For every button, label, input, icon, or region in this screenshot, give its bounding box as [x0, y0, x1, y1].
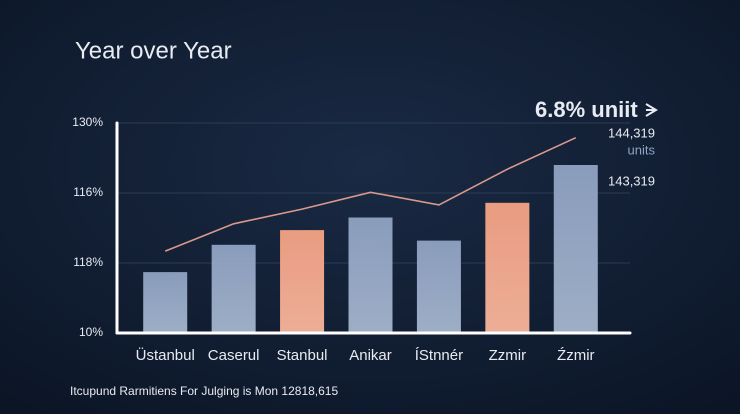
arrow-icon — [645, 103, 658, 117]
y-tick-label: 118% — [73, 255, 103, 269]
x-tick-label: ÍStnnér — [415, 347, 463, 364]
bar-shade — [348, 217, 393, 333]
trend-line — [164, 136, 577, 252]
x-tick-label: Üstanbul — [136, 346, 195, 364]
x-tick-label: Caserul — [208, 347, 260, 364]
bar-shade — [553, 165, 598, 333]
bar-shade — [485, 202, 530, 333]
bar-shade — [143, 272, 188, 333]
bar-shade — [211, 244, 256, 333]
annotation-value: 143,319 — [608, 173, 655, 188]
bar-shade — [416, 240, 461, 333]
x-tick-label: Stanbul — [277, 347, 328, 364]
x-tick-label: Zzmir — [489, 347, 527, 364]
annotation-unit: units — [628, 142, 656, 157]
annotation-value: 144,319 — [608, 125, 655, 140]
y-tick-label: 116% — [73, 185, 103, 199]
chart-title: Year over Year — [75, 37, 232, 64]
x-tick-label: Źzmir — [557, 347, 595, 364]
y-tick-label: 130% — [72, 115, 103, 129]
bar-shade — [280, 230, 325, 333]
footnote: Itcupund Rarmitiens For Julging is Mon 1… — [70, 384, 338, 398]
headline: 6.8% uniit — [535, 97, 638, 122]
x-tick-label: Anikar — [349, 347, 392, 364]
y-tick-label: 10% — [79, 325, 103, 339]
